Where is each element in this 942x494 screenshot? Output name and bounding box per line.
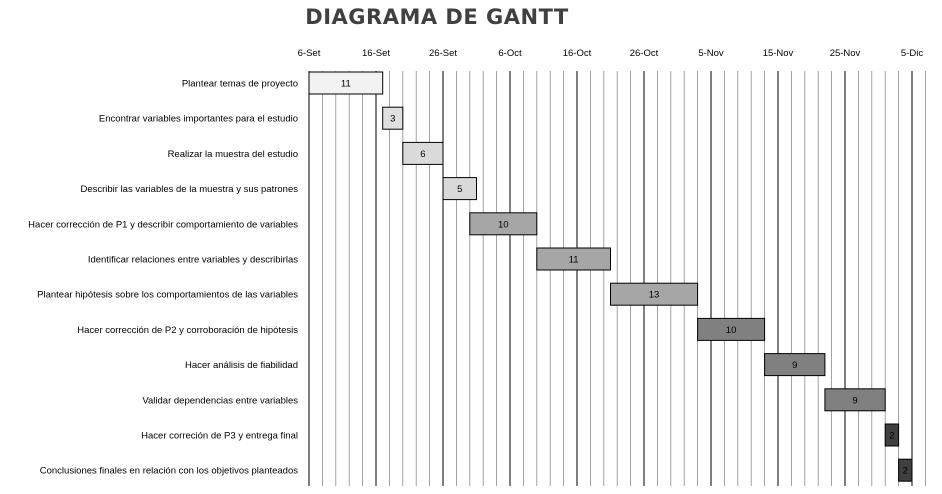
bar-duration-label: 5 <box>457 184 462 195</box>
bar-duration-label: 13 <box>649 290 660 301</box>
task-label: Plantear temas de proyecto <box>182 79 298 90</box>
task-label: Hacer análisis de fiabilidad <box>185 360 298 371</box>
gantt-bar <box>697 317 766 341</box>
gantt-bar <box>764 353 826 377</box>
task-label: Conclusiones finales en relación con los… <box>40 466 298 477</box>
task-label: Describir las variables de la muestra y … <box>80 184 298 195</box>
task-label: Encontrar variables importantes para el … <box>99 114 298 125</box>
task-label: Realizar la muestra del estudio <box>168 149 298 160</box>
task-label: Hacer corrección de P1 y describir compo… <box>28 219 298 230</box>
bar-duration-label: 2 <box>903 466 908 477</box>
x-tick-label: 5-Dic <box>901 48 923 59</box>
bar-duration-label: 6 <box>420 149 425 160</box>
x-tick-label: 26-Set <box>429 48 457 59</box>
gantt-bar <box>469 212 538 236</box>
bar-duration-label: 2 <box>889 431 894 442</box>
x-tick-label: 16-Oct <box>563 48 592 59</box>
bar-duration-label: 11 <box>569 255 579 266</box>
task-label: Hacer corrección de P2 y corroboración d… <box>77 325 298 336</box>
gantt-bars: 11 3 6 5 10 11 13 10 9 9 2 2 <box>308 71 913 482</box>
x-tick-label: 6-Set <box>298 48 321 59</box>
task-label: Plantear hipótesis sobre los comportamie… <box>37 290 298 301</box>
x-tick-label: 6-Oct <box>498 48 522 59</box>
bar-duration-label: 9 <box>792 360 797 371</box>
x-tick-label: 16-Set <box>362 48 390 59</box>
chart-title: DIAGRAMA DE GANTT <box>305 5 569 29</box>
task-label: Hacer correción de P3 y entrega final <box>141 431 298 442</box>
gantt-bar <box>442 177 477 201</box>
gantt-bar <box>884 423 900 447</box>
task-labels: Plantear temas de proyecto Encontrar vari… <box>28 79 298 477</box>
bar-duration-label: 3 <box>390 114 395 125</box>
gridlines <box>308 71 926 486</box>
gantt-bar <box>536 247 611 271</box>
gantt-bar <box>382 106 404 130</box>
gantt-bar <box>610 282 699 306</box>
x-tick-label: 26-Oct <box>630 48 659 59</box>
task-label: Validar dependencias entre variables <box>142 395 298 406</box>
x-tick-label: 25-Nov <box>830 48 861 59</box>
gantt-bar <box>824 388 886 412</box>
task-label: Identificar relaciones entre variables y… <box>88 255 298 266</box>
bar-duration-label: 9 <box>852 395 857 406</box>
bar-duration-label: 10 <box>726 325 737 336</box>
x-axis-tick-labels: 6-Set 16-Set 26-Set 6-Oct 16-Oct 26-Oct 5-Nov 1… <box>298 48 924 59</box>
bar-duration-label: 11 <box>341 79 351 90</box>
bar-duration-label: 10 <box>498 219 509 230</box>
gantt-bar <box>898 458 913 482</box>
x-tick-label: 15-Nov <box>763 48 794 59</box>
x-tick-label: 5-Nov <box>698 48 724 59</box>
gantt-bar <box>308 71 384 95</box>
gantt-bar <box>402 141 444 165</box>
